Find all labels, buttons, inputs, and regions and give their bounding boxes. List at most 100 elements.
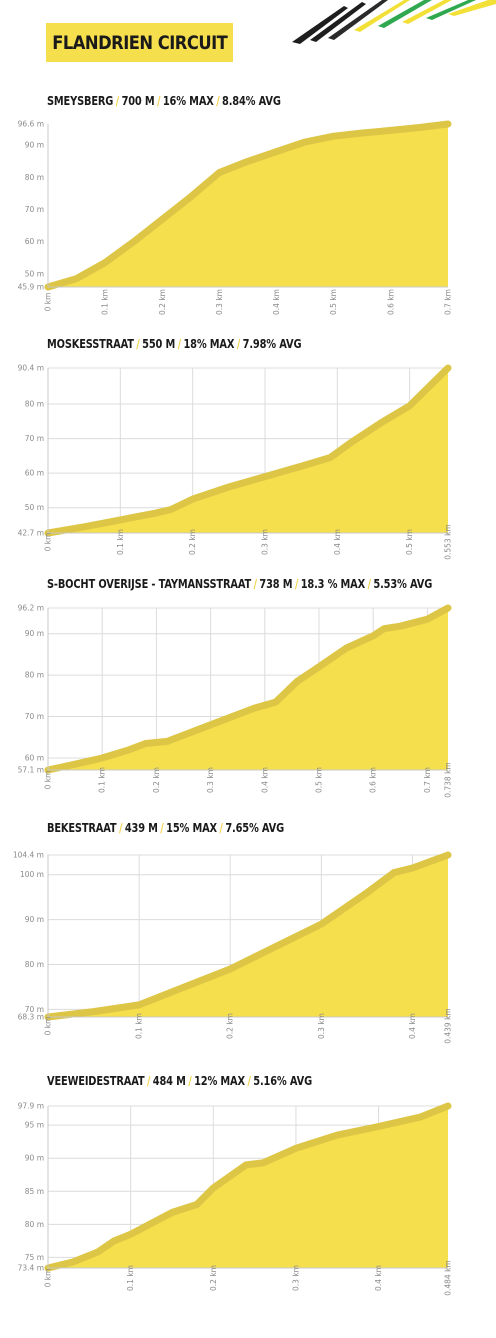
elevation-point: [75, 277, 78, 280]
header-separator: /: [188, 1074, 192, 1088]
elevation-point: [411, 867, 414, 869]
climb-name: VEEWEIDESTRAAT: [47, 1074, 145, 1088]
x-tick-label: 0.738 km: [444, 762, 453, 798]
y-tick-label: 50 m: [25, 503, 44, 512]
x-tick-label: 0.4 km: [408, 1013, 417, 1039]
x-tick-label: 0.1 km: [126, 1265, 135, 1291]
elevation-point: [320, 923, 323, 925]
header-separator: /: [118, 821, 123, 835]
elevation-point: [96, 1251, 99, 1253]
x-tick-label: 0.1 km: [135, 1013, 144, 1039]
x-tick-label: 0.4 km: [374, 1265, 383, 1291]
elevation-point: [447, 854, 449, 856]
climb-stat: 5.16% AVG: [253, 1074, 313, 1088]
climb-name: SMEYSBERG: [47, 94, 114, 108]
elevation-point: [128, 748, 131, 751]
climb-stat: 738 M: [259, 577, 293, 591]
climb-header: VEEWEIDESTRAAT/484 M/12% MAX/5.16% AVG: [47, 1074, 312, 1092]
header-separator: /: [253, 577, 258, 591]
elevation-point: [418, 126, 421, 129]
climb-name: S-BOCHT OVERIJSE - TAYMANSSTRAAT: [47, 577, 252, 591]
x-tick-label: 0.3 km: [260, 529, 269, 555]
header-separator: /: [367, 577, 372, 591]
elevation-point: [275, 150, 278, 153]
elevation-point: [245, 1164, 248, 1166]
elevation-point: [332, 135, 335, 138]
y-tick-label: 100 m: [20, 870, 44, 879]
x-tick-label: 0.2 km: [158, 289, 167, 315]
elevation-point: [361, 132, 364, 134]
elevation-point: [393, 871, 396, 874]
elevation-point: [83, 525, 85, 528]
elevation-point: [113, 1240, 115, 1242]
elevation-point: [447, 123, 449, 125]
climb-stat: 5.53% AVG: [373, 577, 433, 591]
header-separator: /: [247, 1074, 251, 1088]
climb-stat: 15% MAX: [166, 821, 217, 835]
elevation-point: [92, 1010, 95, 1013]
elevation-point: [447, 607, 449, 609]
brush-stroke-decoration-icon: [292, 0, 496, 44]
elevation-point: [372, 634, 375, 637]
elevation-point: [419, 1116, 421, 1119]
x-tick-label: 0.2 km: [209, 1265, 218, 1291]
elevation-point: [262, 1162, 264, 1164]
elevation-point: [253, 707, 255, 710]
elevation-point: [74, 763, 76, 765]
y-tick-label: 90 m: [25, 629, 44, 638]
x-tick-label: 0.3 km: [215, 289, 224, 315]
elevation-point: [218, 171, 221, 174]
elevation-point: [274, 701, 277, 703]
elevation-area: [48, 855, 448, 1017]
elevation-chart: 97.9 m 95 m 90 m 85 m 80 m 75 m 73.4 m0 km 0.1 …: [18, 1102, 453, 1296]
y-tick-label: 90 m: [25, 1154, 44, 1163]
header-separator: /: [115, 94, 120, 108]
elevation-point: [104, 261, 106, 264]
x-tick-label: 0.7 km: [423, 767, 432, 793]
y-tick-label: 73.4 m: [18, 1264, 44, 1273]
climb-stat: 439 M: [124, 821, 158, 835]
elevation-point: [336, 1134, 339, 1136]
elevation-point: [285, 690, 288, 693]
elevation-point: [383, 627, 385, 630]
elevation-line: [44, 604, 452, 774]
climb-header: MOSKESSTRAAT/550 M/18% MAX/7.98% AVG: [47, 337, 302, 355]
elevation-point: [132, 240, 135, 243]
elevation-point: [144, 742, 147, 745]
elevation-point: [379, 422, 382, 424]
y-tick-label: 70 m: [25, 1005, 44, 1014]
x-tick-label: 0 km: [44, 1017, 53, 1036]
x-tick-label: 0 km: [44, 771, 53, 790]
elevation-point: [304, 141, 306, 143]
y-tick-label: 96.2 m: [18, 604, 44, 613]
y-tick-label: 60 m: [25, 237, 44, 246]
elevation-point: [129, 1233, 132, 1236]
climb-stat: 484 M: [152, 1074, 186, 1088]
elevation-point: [264, 475, 266, 478]
elevation-point: [247, 160, 249, 163]
y-tick-label: 97.9 m: [18, 1102, 44, 1111]
y-tick-label: 85 m: [25, 1187, 44, 1196]
x-tick-label: 0.2 km: [188, 529, 197, 555]
elevation-area: [48, 608, 448, 770]
elevation-area: [48, 124, 448, 287]
elevation-point: [408, 404, 411, 407]
x-tick-label: 0.1 km: [116, 529, 125, 555]
climb-stat: 8.84% AVG: [222, 94, 281, 108]
y-tick-label: 80 m: [25, 671, 44, 680]
elevation-point: [119, 519, 122, 521]
elevation-point: [212, 1187, 215, 1189]
x-tick-label: 0.1 km: [98, 767, 107, 793]
header-separator: /: [146, 1074, 151, 1088]
climb-stat: 700 M: [121, 94, 155, 108]
y-tick-label: 75 m: [25, 1253, 44, 1262]
climb-name: BEKESTRAAT: [47, 821, 117, 835]
y-tick-label: 80 m: [25, 173, 44, 182]
elevation-point: [377, 1125, 380, 1128]
elevation-point: [350, 441, 353, 443]
elevation-point: [170, 508, 172, 511]
page-title-banner: FLANDRIEN CIRCUIT: [46, 23, 233, 62]
elevation-point: [138, 1004, 140, 1006]
y-tick-label: 96.6 m: [18, 120, 44, 129]
